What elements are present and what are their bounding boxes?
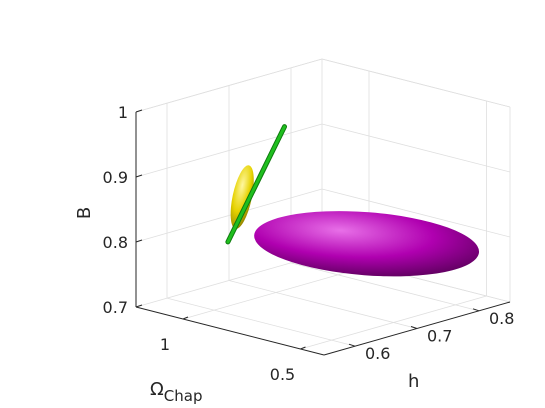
z-tick-mark-0	[135, 304, 143, 308]
grid-y-floor-1	[228, 280, 418, 329]
ellipsoid-yellow	[230, 165, 254, 229]
z-tick-label-0: 0.7	[103, 298, 128, 317]
z-tick-label-1: 0.8	[103, 233, 128, 252]
x-axis-line	[135, 306, 325, 356]
y-tick-mark-0	[348, 343, 356, 347]
z-tick-mark-1	[135, 239, 143, 243]
x-tick-mark-0	[182, 316, 189, 320]
x-tick-label-0: 1	[160, 335, 170, 354]
data-marks	[225, 124, 480, 277]
y-tick-label-0: 0.6	[365, 344, 390, 363]
ticks: 0.7 0.8 0.9 1 1 0.5 0.6 0.7 0.8	[103, 103, 515, 384]
grid-y-floor-0	[166, 297, 356, 347]
grid-z-back-3	[321, 58, 511, 108]
x-axis-label-sub: Chap	[164, 387, 203, 405]
grid-lines	[135, 58, 511, 350]
z-tick-label-2: 0.9	[103, 168, 128, 187]
grid-z-back-2	[321, 123, 511, 173]
x-tick-mark-1	[300, 346, 306, 350]
z-axis-label: B	[74, 207, 95, 219]
z-tick-mark-3	[135, 109, 143, 113]
z-tick-label-3: 1	[118, 103, 128, 122]
y-tick-label-2: 0.8	[489, 309, 514, 328]
y-axis-label: h	[408, 371, 419, 392]
x-tick-label-1: 0.5	[270, 365, 295, 384]
x-axis-label-main: Ω	[150, 379, 164, 400]
y-tick-label-1: 0.7	[427, 327, 452, 346]
x-axis-label: ΩChap	[150, 379, 202, 405]
y-tick-mark-1	[410, 326, 418, 329]
z-tick-mark-2	[135, 174, 143, 178]
y-tick-mark-2	[472, 308, 480, 312]
ellipsoid-purple	[254, 211, 480, 277]
grid-y-floor-2	[290, 262, 480, 312]
grid-z-back-1	[321, 188, 511, 238]
strip-green	[226, 125, 286, 244]
axis-labels: B h ΩChap	[74, 207, 419, 405]
